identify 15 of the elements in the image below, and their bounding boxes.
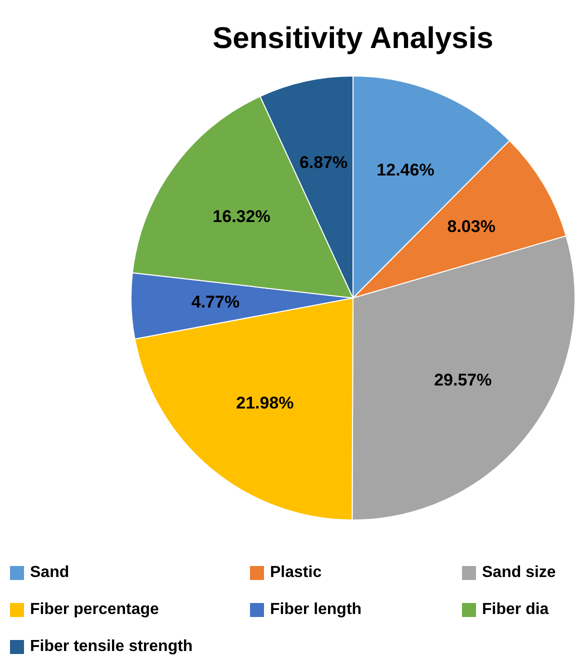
legend-label: Fiber tensile strength: [30, 638, 193, 656]
data-label: 8.03%: [447, 217, 496, 236]
data-label: 21.98%: [236, 393, 294, 412]
chart-title: Sensitivity Analysis: [212, 22, 494, 55]
data-label: 6.87%: [299, 153, 348, 172]
legend-label: Plastic: [270, 564, 322, 582]
data-label: 16.32%: [212, 206, 270, 226]
legend-label: Sand size: [482, 564, 556, 582]
legend-label: Fiber dia: [482, 601, 549, 618]
legend-label: Fiber length: [270, 601, 362, 618]
data-label: 29.57%: [434, 370, 492, 390]
legend-label: Fiber percentage: [30, 601, 160, 618]
data-label: 12.46%: [376, 160, 434, 180]
legend-label: Sand: [30, 564, 70, 582]
data-label: 4.77%: [191, 292, 240, 312]
